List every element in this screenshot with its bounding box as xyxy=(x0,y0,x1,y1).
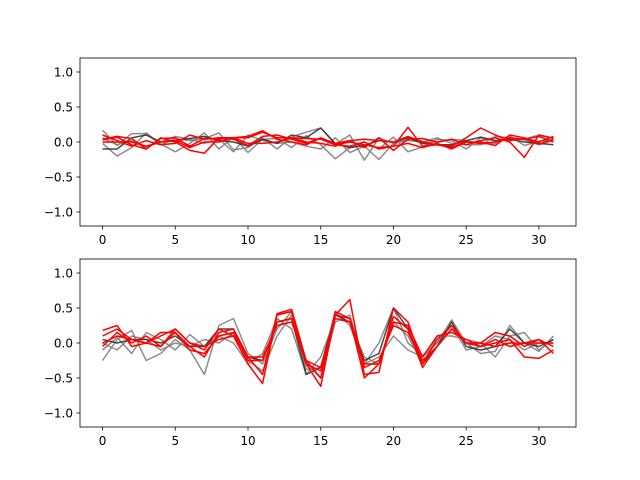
series-line-6 xyxy=(102,134,554,154)
series-line-3 xyxy=(102,127,554,150)
x-tick-label: 15 xyxy=(313,233,328,247)
x-tick-label: 0 xyxy=(99,233,107,247)
x-tick-label: 20 xyxy=(386,233,401,247)
subplot-bottom: 0 5 10 15 20 25 30 −1.0 −0.5 0.0 0.5 1.0 xyxy=(44,258,577,449)
x-tick-label: 25 xyxy=(459,434,474,448)
y-tick-label: −0.5 xyxy=(44,372,73,386)
series-group xyxy=(101,298,554,388)
y-tick-label: −1.0 xyxy=(44,206,73,220)
y-tick-label: −1.0 xyxy=(44,407,73,421)
x-tick-label: 0 xyxy=(99,434,107,448)
x-tick-label: 20 xyxy=(386,434,401,448)
y-tick-label: 1.0 xyxy=(54,267,73,281)
x-tick-label: 30 xyxy=(531,233,546,247)
y-tick-label: 0.0 xyxy=(54,136,73,150)
subplot-top: 0 5 10 15 20 25 30 −1.0 −0.5 0.0 0.5 1.0 xyxy=(44,57,577,248)
ticks-group: 0 5 10 15 20 25 30 −1.0 −0.5 0.0 0.5 1.0 xyxy=(44,267,547,449)
x-tick-label: 25 xyxy=(459,233,474,247)
series-line-2 xyxy=(102,134,554,161)
series-line-7 xyxy=(102,135,554,149)
x-tick-label: 5 xyxy=(171,233,179,247)
series-line-1 xyxy=(102,132,554,160)
y-tick-label: 1.0 xyxy=(54,66,73,80)
x-tick-label: 15 xyxy=(313,434,328,448)
series-line-7 xyxy=(102,317,554,369)
x-tick-label: 10 xyxy=(240,434,255,448)
y-tick-label: 0.5 xyxy=(54,101,73,115)
y-tick-label: −0.5 xyxy=(44,171,73,185)
y-tick-label: 0.5 xyxy=(54,302,73,316)
y-tick-label: 0.0 xyxy=(54,337,73,351)
series-group xyxy=(102,126,554,161)
ticks-group: 0 5 10 15 20 25 30 −1.0 −0.5 0.0 0.5 1.0 xyxy=(44,66,547,248)
x-tick-label: 30 xyxy=(531,434,546,448)
x-tick-label: 5 xyxy=(171,434,179,448)
x-tick-label: 10 xyxy=(240,233,255,247)
